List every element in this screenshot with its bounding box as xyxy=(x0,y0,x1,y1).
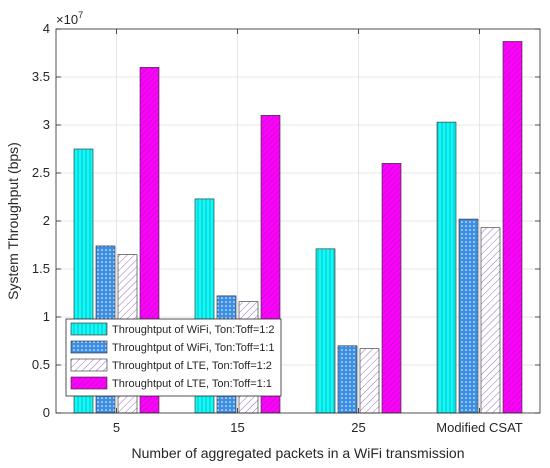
bar xyxy=(502,41,523,414)
x-tick-label: Modified CSAT xyxy=(436,420,523,435)
y-tick-label: 2 xyxy=(43,213,50,228)
bar xyxy=(359,348,380,414)
x-tick-labels: 5 15 25 Modified CSAT xyxy=(113,29,523,435)
legend-swatch xyxy=(70,376,108,390)
legend-label: Throughtput of WiFi, Ton:Toff=1:2 xyxy=(112,324,275,336)
y-axis-label: System Throughput (bps) xyxy=(5,142,21,300)
legend-label: Throughtput of LTE, Ton:Toff=1:2 xyxy=(112,360,272,372)
legend-swatch xyxy=(70,358,108,372)
x-tick-label: 25 xyxy=(351,420,365,435)
bar xyxy=(436,121,457,414)
y-tick-label: 0.5 xyxy=(32,357,50,372)
y-exponent-label: ×107 xyxy=(56,10,83,27)
x-axis-label: Number of aggregated packets in a WiFi t… xyxy=(131,445,464,461)
y-tick-label: 3.5 xyxy=(32,69,50,84)
legend-swatch xyxy=(70,322,108,336)
y-tick-label: 0 xyxy=(43,405,50,420)
legend: Throughtput of WiFi, Ton:Toff=1:2 Through… xyxy=(65,318,282,397)
y-tick-label: 1 xyxy=(43,309,50,324)
bar xyxy=(315,248,336,414)
bar xyxy=(381,163,402,414)
legend-label: Throughtput of LTE, Ton:Toff=1:1 xyxy=(112,378,272,390)
legend-swatch xyxy=(70,340,108,354)
bar xyxy=(337,345,358,414)
legend-label: Throughtput of WiFi, Ton:Toff=1:1 xyxy=(112,342,275,354)
y-tick-label: 2.5 xyxy=(32,165,50,180)
y-tick-label: 1.5 xyxy=(32,261,50,276)
y-tick-label: 4 xyxy=(43,21,50,36)
y-tick-labels: 0 0.5 1 1.5 2 2.5 3 3.5 4 xyxy=(32,21,540,420)
bar xyxy=(480,227,501,414)
x-tick-label: 5 xyxy=(113,420,120,435)
y-tick-label: 3 xyxy=(43,117,50,132)
bar xyxy=(458,218,479,414)
x-tick-label: 15 xyxy=(230,420,244,435)
y-exponent-power: 7 xyxy=(78,10,83,20)
